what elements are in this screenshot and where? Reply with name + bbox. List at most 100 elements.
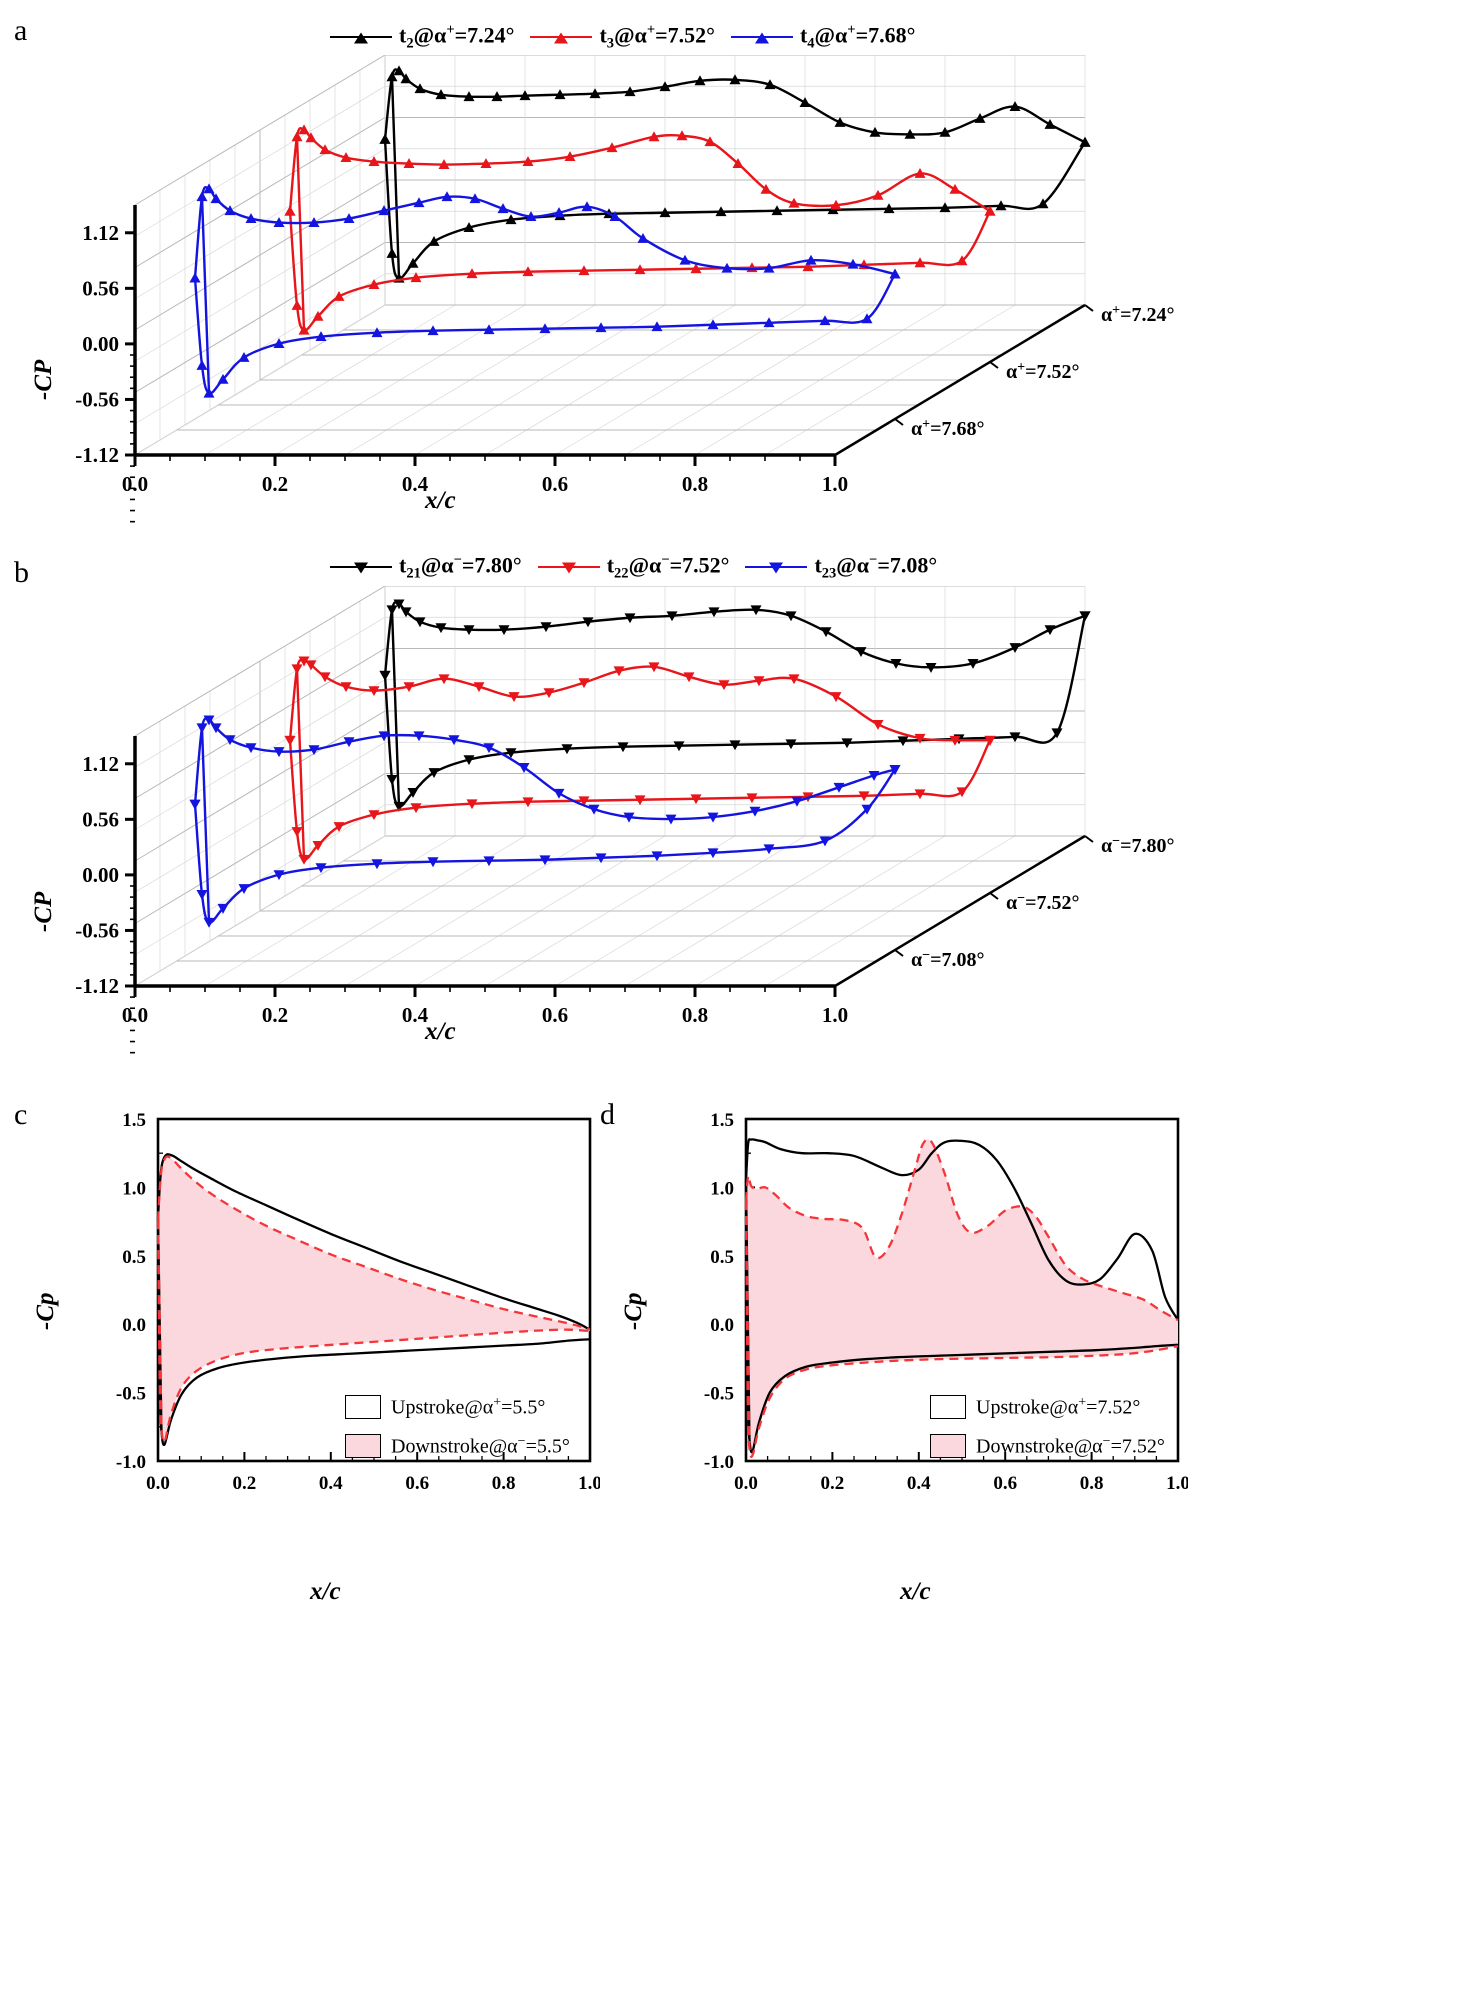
legend-label: t23@α−=7.08° [814,552,938,582]
svg-text:-0.5: -0.5 [704,1384,734,1405]
svg-text:1.0: 1.0 [578,1473,600,1494]
svg-text:0.2: 0.2 [233,1473,257,1494]
x-axis-label-b: x/c [425,1018,456,1045]
svg-text:-1.0: -1.0 [116,1452,146,1473]
legend-item-t23[interactable]: t23@α−=7.08° [745,552,937,583]
legend-item-t21[interactable]: t21@α−=7.80° [330,552,522,583]
svg-text:1.5: 1.5 [122,1110,146,1131]
legend-swatch [930,1395,966,1420]
series-0 [379,65,1091,283]
svg-text:α+=7.24°: α+=7.24° [1101,303,1175,326]
legend-marker-triangle-up [754,32,769,44]
svg-text:0.00: 0.00 [82,332,119,356]
svg-text:1.0: 1.0 [122,1178,146,1199]
legend-label: t3@α+=7.52° [599,22,715,52]
legend-item-t22[interactable]: t22@α−=7.52° [537,552,730,583]
svg-text:1.0: 1.0 [1166,1473,1188,1494]
svg-text:0.4: 0.4 [402,472,429,496]
legend-item-t3[interactable]: t3@α+=7.52° [530,22,715,53]
panel-letter-b: b [14,556,29,589]
x-axis-label-c: x/c [310,1578,341,1605]
svg-text:0.8: 0.8 [1080,1473,1104,1494]
svg-text:-1.0: -1.0 [704,1452,734,1473]
svg-text:0.0: 0.0 [146,1473,170,1494]
legend-panel-d: Upstroke@α+=7.52° Downstroke@α−=7.52° [930,1395,1165,1472]
svg-text:1.12: 1.12 [82,221,119,245]
svg-text:α−=7.80°: α−=7.80° [1101,834,1175,857]
legend-label: t4@α+=7.68° [799,22,916,52]
legend-line-sample [330,32,392,44]
legend-marker-triangle-up [554,32,569,44]
legend-label: Downstroke@α−=7.52° [976,1433,1165,1458]
legend-line-sample [330,562,392,574]
svg-text:0.00: 0.00 [82,863,119,887]
legend-line-sample [530,32,593,44]
legend-line-sample [745,562,808,574]
legend-entry[interactable]: Downstroke@α−=5.5° [345,1434,570,1459]
y-axis-label-c-text: -Cp [32,1292,59,1331]
legend-marker-triangle-down [354,562,368,574]
svg-text:0.8: 0.8 [492,1473,516,1494]
svg-text:0.6: 0.6 [405,1473,429,1494]
svg-text:0.2: 0.2 [262,472,288,496]
series-2 [189,715,901,928]
svg-text:0.0: 0.0 [122,1003,148,1027]
svg-text:1.0: 1.0 [822,1003,848,1027]
svg-text:α+=7.68°: α+=7.68° [911,417,985,440]
svg-text:0.2: 0.2 [262,1003,288,1027]
legend-panel-c: Upstroke@α+=5.5° Downstroke@α−=5.5° [345,1395,570,1472]
y-axis-label-d: -Cp [620,1293,648,1331]
legend-marker-triangle-down [769,562,784,574]
legend-panel-b: t21@α−=7.80° t22@α−=7.52° t23@α−=7.08° [330,552,953,583]
svg-text:0.0: 0.0 [122,472,148,496]
legend-entry[interactable]: Upstroke@α+=5.5° [345,1395,570,1420]
panel-letter-a: a [14,14,28,47]
legend-marker-triangle-down [561,562,576,574]
svg-text:0.6: 0.6 [542,472,568,496]
svg-text:-1.12: -1.12 [75,443,119,467]
x-axis-label-a: x/c [425,487,456,514]
legend-line-sample [537,562,600,574]
legend-swatch [930,1433,966,1458]
y-axis-label-d-text: -Cp [620,1292,647,1331]
svg-text:-0.56: -0.56 [75,918,119,942]
legend-entry[interactable]: Upstroke@α+=7.52° [930,1395,1165,1420]
svg-text:1.0: 1.0 [822,472,848,496]
series-1 [284,656,996,865]
legend-marker-triangle-up [354,32,368,44]
svg-text:0.56: 0.56 [82,276,119,300]
legend-label: Upstroke@α+=7.52° [976,1395,1141,1419]
legend-label: t21@α−=7.80° [399,552,522,582]
svg-text:1.12: 1.12 [82,752,119,776]
x-axis-label-d: x/c [900,1578,931,1605]
y-axis-label-b-text: -CP [30,891,57,932]
svg-text:α+=7.52°: α+=7.52° [1006,360,1080,383]
legend-item-t4[interactable]: t4@α+=7.68° [730,22,916,53]
legend-label: Downstroke@α−=5.5° [391,1433,570,1458]
plot-panel-b: 1.12 0.56 0.00 -0.56 -1.120.0 0.2 0.4 0.6 0.8 1.0… [75,586,1175,1054]
svg-text:α−=7.08°: α−=7.08° [911,948,985,971]
svg-text:0.0: 0.0 [122,1315,146,1336]
svg-text:1.0: 1.0 [710,1178,734,1199]
svg-text:0.5: 0.5 [122,1247,146,1268]
legend-entry[interactable]: Downstroke@α−=7.52° [930,1434,1165,1459]
legend-swatch [345,1395,381,1420]
svg-text:α−=7.52°: α−=7.52° [1006,891,1080,914]
svg-text:0.6: 0.6 [993,1473,1017,1494]
legend-swatch [345,1433,381,1458]
plot-panel-d: 1.51.00.50.0-0.5-1.00.0 0.2 0.4 0.6 0.8 1.0 [704,1110,1188,1494]
panel-letter-d: d [600,1098,615,1131]
legend-label: t22@α−=7.52° [606,552,730,582]
svg-text:0.8: 0.8 [682,472,708,496]
series-2 [189,183,901,398]
svg-text:0.0: 0.0 [710,1315,734,1336]
y-axis-label-a: -CP [30,360,58,400]
legend-label: t2@α+=7.24° [399,22,515,52]
svg-text:-0.56: -0.56 [75,387,119,411]
svg-text:0.4: 0.4 [402,1003,429,1027]
panel-letter-c: c [14,1098,28,1131]
legend-item-t2[interactable]: t2@α+=7.24° [330,22,514,53]
series-0 [379,599,1091,812]
svg-text:1.5: 1.5 [710,1110,734,1131]
legend-label: Upstroke@α+=5.5° [391,1395,546,1419]
